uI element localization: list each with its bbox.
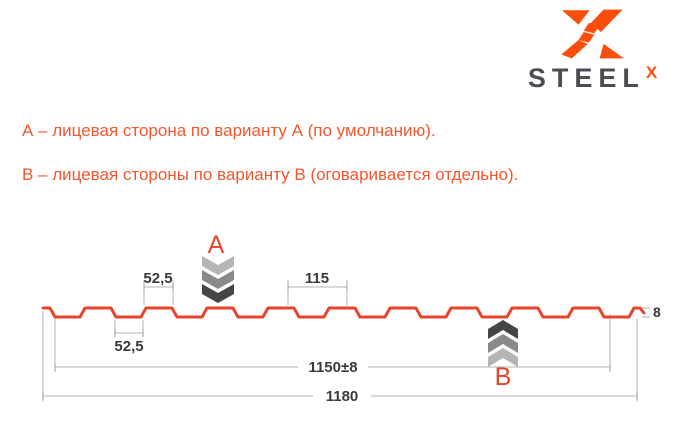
- variant-a-label: A: [208, 231, 225, 259]
- dim-crest-top: 52,5: [143, 270, 174, 305]
- dim-overall-width: 1180: [42, 311, 638, 405]
- steelx-logo-icon: [560, 9, 624, 59]
- brand-logo: STEELX: [505, 8, 680, 92]
- logo-arm-bottom-left: [560, 39, 588, 59]
- logo-arm-bottom-right: [599, 43, 624, 59]
- brand-name: STEELX: [527, 63, 658, 93]
- variant-b-marker: B: [488, 320, 518, 391]
- logo-arm-top-left: [561, 10, 590, 25]
- dim-cover-width: 1150±8: [54, 314, 611, 376]
- brand-name-superscript: X: [645, 63, 658, 82]
- variant-a-marker: A: [202, 231, 234, 303]
- chevron-up-icon: [488, 320, 518, 367]
- dim-height: 8: [642, 304, 661, 320]
- dim-overall-width-label: 1180: [326, 388, 359, 405]
- note-variant-a: А – лицевая сторона по варианту А (по ум…: [22, 121, 436, 140]
- profile-line: [41, 306, 646, 319]
- dim-pitch-label: 115: [305, 270, 329, 287]
- dim-valley-bottom-label: 52,5: [114, 338, 143, 355]
- chevron-down-icon: [202, 256, 234, 303]
- dim-valley-bottom: 52,5: [114, 320, 144, 355]
- profile-section-diagram: 52,5 115 52,5 1150±8: [41, 231, 661, 405]
- dim-pitch: 115: [287, 270, 348, 305]
- dim-crest-top-label: 52,5: [143, 270, 172, 287]
- brand-name-text: STEEL: [527, 63, 645, 93]
- note-variant-b: В – лицевая стороны по варианту В (огова…: [22, 165, 519, 184]
- variant-b-label: B: [495, 363, 512, 391]
- logo-center-lower: [577, 32, 594, 43]
- dim-cover-width-label: 1150±8: [308, 359, 357, 376]
- dim-height-label: 8: [653, 304, 661, 320]
- logo-center-upper: [583, 22, 600, 34]
